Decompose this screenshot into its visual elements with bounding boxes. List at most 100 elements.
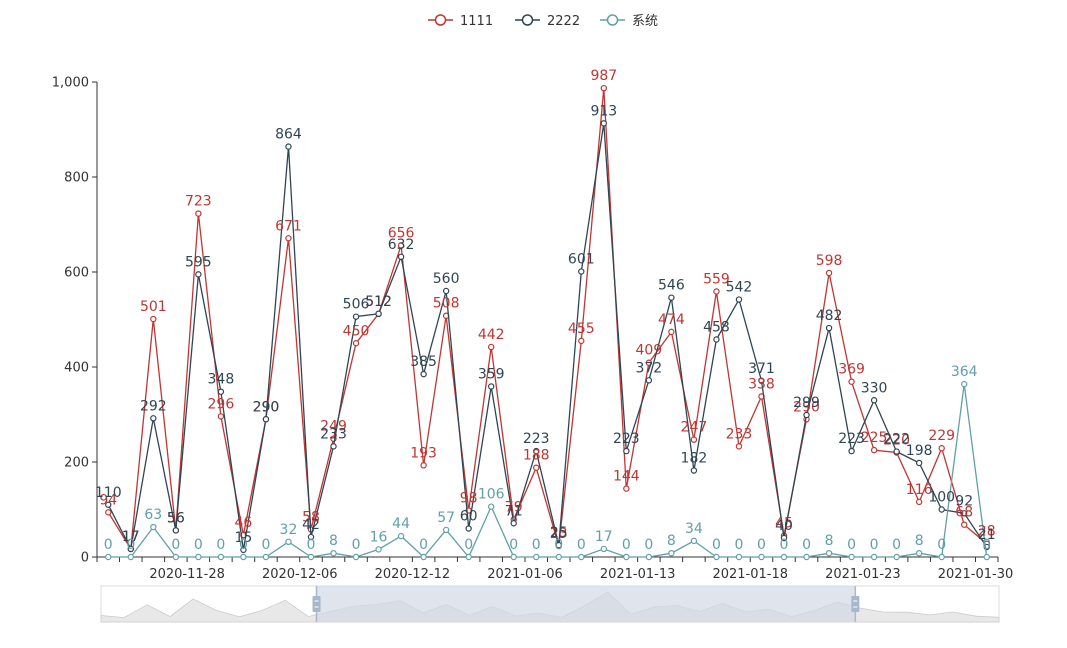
data-point[interactable] — [938, 445, 945, 452]
data-point[interactable] — [915, 498, 923, 506]
data-point[interactable] — [623, 553, 630, 561]
data-point[interactable] — [713, 553, 720, 561]
data-point[interactable] — [848, 553, 855, 561]
data-point[interactable] — [645, 377, 653, 384]
data-point[interactable] — [375, 546, 382, 553]
data-point[interactable] — [195, 271, 202, 278]
data-point[interactable] — [961, 380, 968, 388]
data-point[interactable] — [397, 253, 405, 260]
data-point[interactable] — [668, 328, 675, 336]
data-point[interactable] — [600, 545, 608, 553]
data-point[interactable] — [983, 553, 990, 561]
data-point[interactable] — [150, 523, 157, 531]
data-point[interactable] — [105, 553, 112, 561]
data-point[interactable] — [352, 313, 360, 320]
data-point[interactable] — [127, 553, 134, 561]
legend-item[interactable]: 1111 — [428, 14, 493, 29]
data-point[interactable] — [397, 242, 405, 249]
data-point[interactable] — [533, 464, 540, 471]
data-point[interactable] — [397, 532, 405, 540]
data-point[interactable] — [578, 268, 585, 275]
data-point[interactable] — [758, 553, 765, 561]
data-point[interactable] — [127, 545, 134, 553]
data-point[interactable] — [420, 370, 427, 378]
data-point[interactable] — [600, 120, 608, 127]
data-point[interactable] — [870, 446, 878, 454]
data-point[interactable] — [735, 553, 743, 561]
data-point[interactable] — [375, 310, 382, 317]
data-point[interactable] — [668, 550, 675, 557]
data-point[interactable] — [262, 553, 270, 561]
data-point[interactable] — [285, 143, 292, 150]
data-point[interactable] — [780, 534, 788, 542]
data-point[interactable] — [217, 553, 225, 561]
data-point[interactable] — [240, 546, 247, 554]
data-point[interactable] — [285, 235, 292, 242]
data-point[interactable] — [217, 388, 225, 395]
data-point[interactable] — [533, 447, 540, 455]
data-point[interactable] — [870, 553, 878, 561]
data-point[interactable] — [645, 553, 653, 561]
data-point[interactable] — [803, 411, 810, 419]
data-point[interactable] — [735, 443, 743, 450]
data-point[interactable] — [352, 340, 360, 347]
data-point[interactable] — [487, 343, 495, 351]
data-point[interactable] — [533, 553, 540, 561]
data-point[interactable] — [307, 553, 315, 561]
data-point[interactable] — [240, 553, 247, 561]
data-point[interactable] — [758, 377, 765, 384]
data-point[interactable] — [330, 550, 337, 557]
data-point[interactable] — [510, 553, 517, 561]
zoom-selection[interactable] — [316, 586, 856, 622]
data-point[interactable] — [690, 467, 698, 474]
data-point[interactable] — [848, 447, 855, 455]
data-point[interactable] — [105, 501, 112, 508]
data-point[interactable] — [150, 315, 157, 323]
data-point[interactable] — [420, 553, 427, 561]
data-point[interactable] — [915, 550, 923, 557]
data-point[interactable] — [825, 324, 833, 332]
data-point[interactable] — [735, 296, 743, 303]
zoom-handle-left[interactable] — [312, 586, 321, 622]
data-point[interactable] — [938, 553, 945, 561]
data-point[interactable] — [442, 526, 450, 534]
data-point[interactable] — [780, 553, 788, 561]
data-point[interactable] — [307, 533, 315, 541]
data-point[interactable] — [217, 413, 225, 420]
data-point[interactable] — [487, 383, 495, 390]
data-point[interactable] — [555, 553, 562, 561]
data-point[interactable] — [465, 525, 472, 532]
data-point[interactable] — [713, 288, 720, 295]
data-point[interactable] — [105, 509, 112, 516]
zoom-handle-right[interactable] — [851, 586, 860, 622]
data-point[interactable] — [285, 538, 292, 546]
data-point[interactable] — [825, 269, 833, 277]
data-point[interactable] — [961, 521, 968, 528]
data-point[interactable] — [555, 541, 562, 549]
data-point[interactable] — [623, 485, 630, 492]
data-point[interactable] — [645, 359, 653, 366]
data-point[interactable] — [195, 553, 202, 561]
data-point[interactable] — [623, 447, 630, 455]
data-point[interactable] — [330, 443, 337, 450]
data-point[interactable] — [172, 553, 180, 561]
data-point[interactable] — [172, 527, 180, 534]
data-point[interactable] — [690, 537, 698, 545]
data-point[interactable] — [510, 520, 517, 527]
data-point[interactable] — [195, 210, 202, 217]
data-point[interactable] — [803, 553, 810, 561]
data-point[interactable] — [578, 553, 585, 561]
data-point[interactable] — [600, 84, 608, 92]
drag-handle-icon[interactable] — [312, 596, 321, 612]
drag-handle-icon[interactable] — [851, 596, 860, 612]
data-point[interactable] — [465, 553, 472, 561]
data-point[interactable] — [893, 448, 900, 455]
data-point[interactable] — [668, 294, 675, 301]
data-point[interactable] — [578, 337, 585, 345]
legend-item[interactable]: 系统 — [600, 14, 658, 29]
data-point[interactable] — [870, 397, 878, 404]
data-point[interactable] — [420, 462, 427, 469]
legend[interactable]: 1111 2222 系统 — [428, 14, 658, 29]
data-point[interactable] — [487, 503, 495, 510]
data-point[interactable] — [915, 459, 923, 467]
